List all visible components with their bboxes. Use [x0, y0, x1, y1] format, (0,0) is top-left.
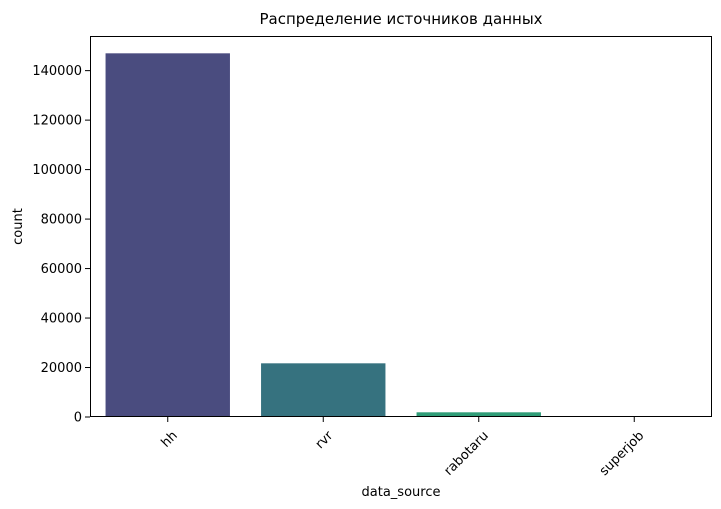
bar-rvr	[261, 363, 386, 417]
x-tick-label: superjob	[597, 428, 648, 479]
y-axis-ticks: 0 20000 40000 60000 80000 100000 120000 140000	[32, 64, 90, 426]
x-tick-label: hh	[159, 428, 181, 450]
bar-hh	[105, 53, 230, 418]
y-tick-label: 140000	[32, 64, 82, 79]
y-tick-label: 120000	[32, 114, 82, 129]
y-tick-label: 100000	[32, 163, 82, 178]
y-tick-label: 40000	[41, 312, 82, 327]
x-axis-ticks: hh rvr rabotaru superjob	[159, 417, 648, 479]
chart-title: Распределение источников данных	[259, 10, 542, 28]
bar-rabotaru	[416, 412, 541, 417]
y-tick-label: 80000	[41, 213, 82, 228]
x-tick-label: rvr	[313, 428, 337, 452]
y-tick-label: 0	[74, 411, 82, 426]
x-axis-label: data_source	[362, 485, 441, 500]
y-tick-label: 20000	[41, 361, 82, 376]
y-tick-label: 60000	[41, 262, 82, 277]
plot-frame	[90, 36, 712, 417]
x-tick-label: rabotaru	[441, 428, 491, 478]
bars-group	[105, 53, 697, 418]
y-axis-label: count	[11, 208, 26, 245]
